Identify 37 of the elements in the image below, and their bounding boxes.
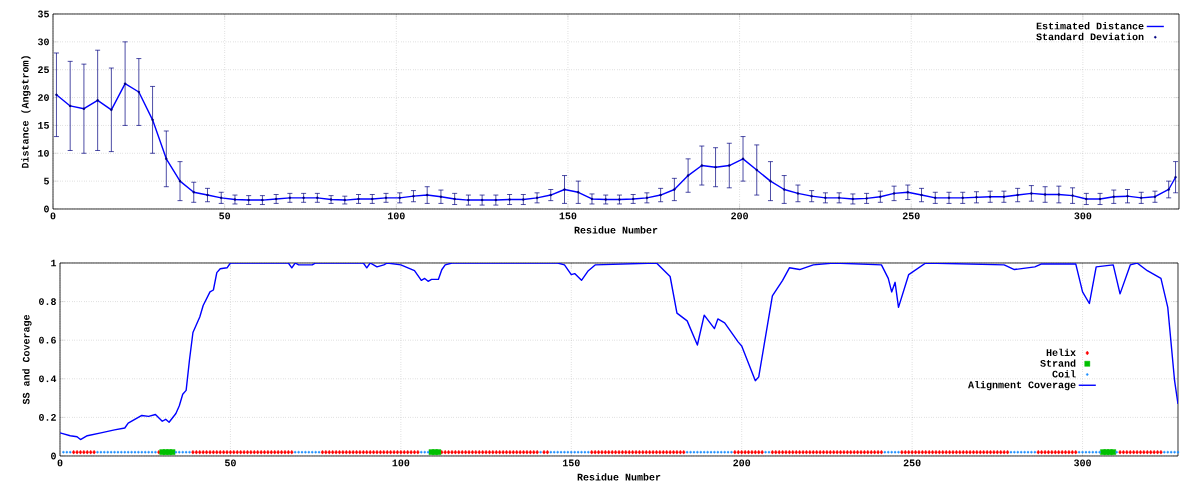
x-axis-title: Residue Number	[574, 226, 658, 234]
x-tick-label: 300	[1074, 459, 1091, 467]
y-tick-label: 30	[37, 38, 49, 46]
x-tick-label: 250	[902, 212, 920, 220]
y-tick-label: 10	[38, 149, 49, 157]
legend-label: Strand	[1040, 359, 1076, 367]
x-tick-label: 300	[1074, 212, 1092, 220]
x-tick-label: 150	[559, 212, 577, 220]
y-tick-label: 0.4	[39, 375, 57, 383]
x-tick-label: 200	[731, 212, 749, 220]
y-axis-title: Distance (Angstrom)	[21, 56, 31, 168]
x-tick-label: 150	[562, 459, 580, 467]
x-tick-label: 100	[387, 212, 405, 220]
x-tick-label: 0	[57, 459, 63, 467]
y-tick-label: 0.8	[39, 298, 56, 305]
y-tick-label: 0.2	[39, 413, 56, 421]
x-tick-label: 100	[392, 459, 410, 467]
legend-label: Alignment Coverage	[968, 380, 1076, 391]
x-tick-label: 200	[733, 459, 751, 467]
x-tick-label: 50	[219, 212, 231, 220]
y-tick-label: 20	[38, 94, 49, 101]
legend-label: Coil	[1052, 370, 1076, 378]
x-axis-title: Residue Number	[577, 473, 661, 481]
y-tick-label: 25	[38, 66, 49, 74]
y-tick-label: 1	[51, 259, 57, 267]
y-tick-label: 5	[43, 177, 49, 185]
y-tick-label: 0	[44, 205, 49, 213]
y-tick-label: 15	[38, 122, 49, 129]
x-tick-label: 50	[224, 459, 236, 467]
y-axis-title: SS and Coverage	[22, 314, 32, 405]
legend-label: Standard Deviation	[1036, 32, 1144, 41]
legend-label: Helix	[1046, 348, 1076, 356]
y-tick-label: 0.6	[39, 336, 56, 344]
y-tick-label: 0	[51, 452, 56, 460]
x-tick-label: 250	[903, 459, 921, 467]
legend-label: Estimated Distance	[1036, 22, 1144, 30]
y-tick-label: 35	[37, 10, 49, 18]
